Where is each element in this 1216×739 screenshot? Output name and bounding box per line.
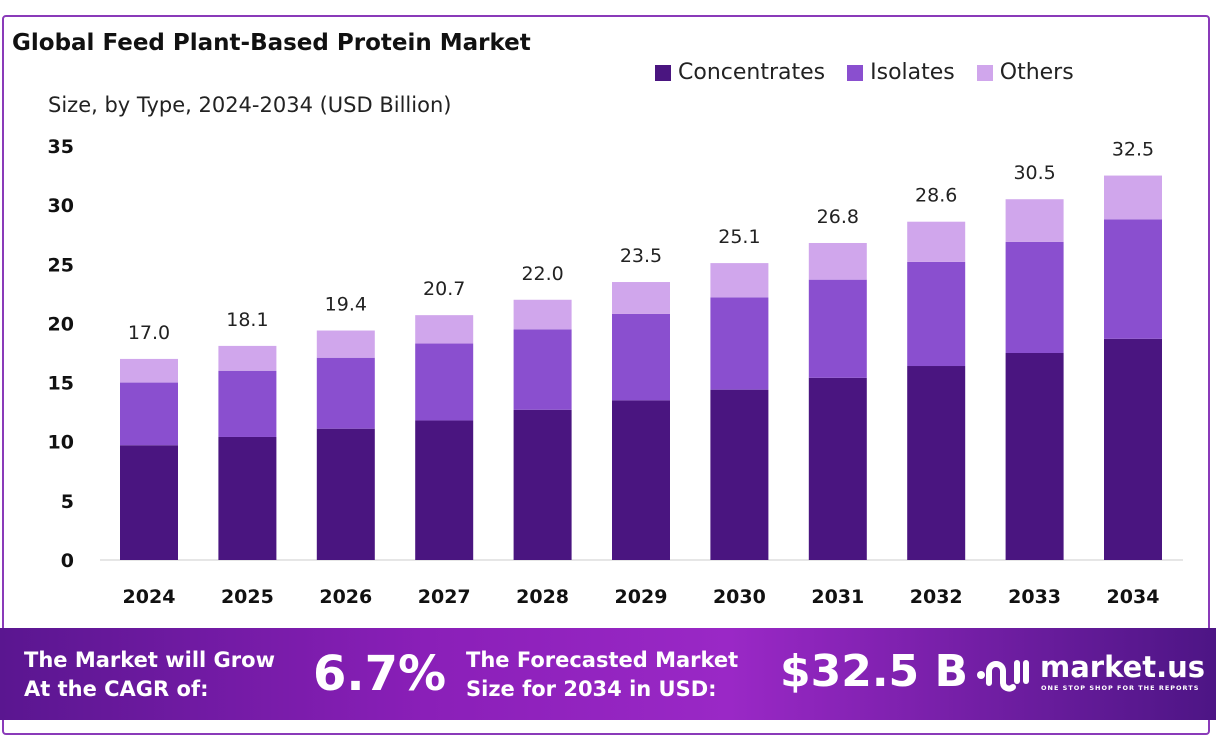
x-tick-label: 2032: [910, 586, 963, 608]
bar-segment-isolates-2024: [120, 382, 178, 446]
bar-segment-concentrates-2029: [612, 400, 670, 560]
bar-segment-others-2024: [120, 358, 178, 383]
bar-segment-isolates-2033: [1005, 241, 1064, 353]
bar-segment-concentrates-2024: [120, 445, 178, 560]
x-tick-label: 2033: [1008, 586, 1061, 608]
bar-segment-concentrates-2025: [218, 436, 277, 560]
y-tick-label: 30: [48, 195, 74, 217]
bar-chart: 0510152025303517.0202418.1202519.4202620…: [48, 136, 1183, 608]
bar-segment-isolates-2032: [907, 261, 966, 367]
cagr-label-line1: The Market will Grow: [24, 648, 275, 672]
cagr-label: The Market will Grow At the CAGR of:: [24, 646, 275, 704]
chart-subtitle: Size, by Type, 2024-2034 (USD Billion): [48, 93, 452, 117]
bar-segment-concentrates-2026: [316, 428, 375, 560]
legend-item-isolates: Isolates: [847, 60, 955, 85]
bar-segment-concentrates-2031: [808, 377, 867, 560]
bar-segment-others-2026: [316, 330, 375, 358]
x-tick-label: 2025: [221, 586, 274, 608]
legend-swatch: [976, 64, 993, 81]
legend-label: Others: [999, 60, 1074, 85]
total-label-2030: 25.1: [718, 226, 760, 248]
legend-label: Isolates: [870, 60, 955, 85]
bar-segment-concentrates-2032: [907, 366, 966, 560]
legend-label: Concentrates: [678, 60, 826, 85]
forecast-label: The Forecasted Market Size for 2034 in U…: [466, 646, 738, 704]
x-tick-label: 2028: [516, 586, 569, 608]
bar-segment-concentrates-2033: [1005, 353, 1064, 560]
total-label-2025: 18.1: [226, 309, 268, 331]
total-label-2029: 23.5: [620, 245, 662, 267]
bar-segment-isolates-2029: [612, 313, 670, 401]
bar-segment-concentrates-2027: [415, 420, 474, 560]
bar-segment-isolates-2026: [316, 357, 375, 429]
x-tick-label: 2029: [615, 586, 668, 608]
bar-segment-others-2025: [218, 345, 277, 371]
bar-segment-concentrates-2028: [513, 409, 572, 560]
market-us-logo-icon: [977, 660, 1029, 692]
bar-segment-isolates-2030: [710, 297, 769, 390]
total-label-2034: 32.5: [1112, 139, 1154, 161]
legend: Concentrates Isolates Others: [655, 60, 1074, 85]
chart-frame: [2, 15, 1210, 735]
cagr-value: 6.7%: [313, 646, 447, 702]
bar-segment-others-2034: [1104, 175, 1162, 220]
bar-segment-concentrates-2034: [1104, 338, 1162, 560]
total-label-2024: 17.0: [128, 322, 170, 344]
bar-segment-others-2028: [513, 299, 572, 330]
x-tick-label: 2031: [811, 586, 864, 608]
cagr-label-line2: At the CAGR of:: [24, 677, 209, 701]
y-tick-label: 15: [48, 373, 74, 395]
x-tick-label: 2024: [123, 586, 176, 608]
bar-segment-isolates-2027: [415, 343, 474, 421]
legend-swatch: [655, 64, 671, 81]
forecast-value: $32.5 B: [780, 646, 969, 697]
y-tick-label: 25: [48, 254, 74, 276]
footer-banner: The Market will Grow At the CAGR of: 6.7…: [0, 628, 1216, 720]
bar-segment-others-2029: [612, 282, 670, 314]
y-tick-label: 0: [61, 550, 74, 572]
bar-segment-isolates-2025: [218, 370, 277, 437]
x-tick-label: 2030: [713, 586, 766, 608]
y-tick-label: 20: [48, 313, 74, 335]
total-label-2033: 30.5: [1013, 162, 1055, 184]
legend-item-concentrates: Concentrates: [655, 60, 825, 85]
bar-segment-others-2033: [1005, 199, 1064, 242]
bar-segment-isolates-2028: [513, 329, 572, 410]
y-tick-label: 10: [48, 432, 74, 454]
bar-segment-others-2027: [415, 315, 474, 344]
legend-item-others: Others: [976, 60, 1074, 85]
x-tick-label: 2026: [319, 586, 372, 608]
forecast-label-line2: Size for 2034 in USD:: [466, 677, 717, 701]
total-label-2032: 28.6: [915, 185, 957, 207]
total-label-2028: 22.0: [521, 263, 563, 285]
bar-segment-others-2031: [808, 242, 867, 280]
y-tick-label: 5: [61, 491, 74, 513]
legend-swatch: [847, 64, 864, 81]
bar-segment-isolates-2034: [1104, 219, 1162, 339]
total-label-2031: 26.8: [817, 206, 859, 228]
y-tick-label: 35: [48, 136, 74, 158]
total-label-2027: 20.7: [423, 278, 465, 300]
bar-segment-others-2030: [710, 263, 769, 298]
bar-segment-others-2032: [907, 221, 966, 262]
brand-name: market.us: [1040, 650, 1206, 684]
x-tick-label: 2034: [1107, 586, 1160, 608]
x-tick-label: 2027: [418, 586, 471, 608]
bar-segment-concentrates-2030: [710, 389, 769, 560]
total-label-2026: 19.4: [325, 294, 367, 316]
chart-title: Global Feed Plant-Based Protein Market: [12, 30, 531, 56]
bar-segment-isolates-2031: [808, 279, 867, 378]
brand-tagline: ONE STOP SHOP FOR THE REPORTS: [1041, 684, 1200, 692]
forecast-label-line1: The Forecasted Market: [466, 648, 739, 672]
